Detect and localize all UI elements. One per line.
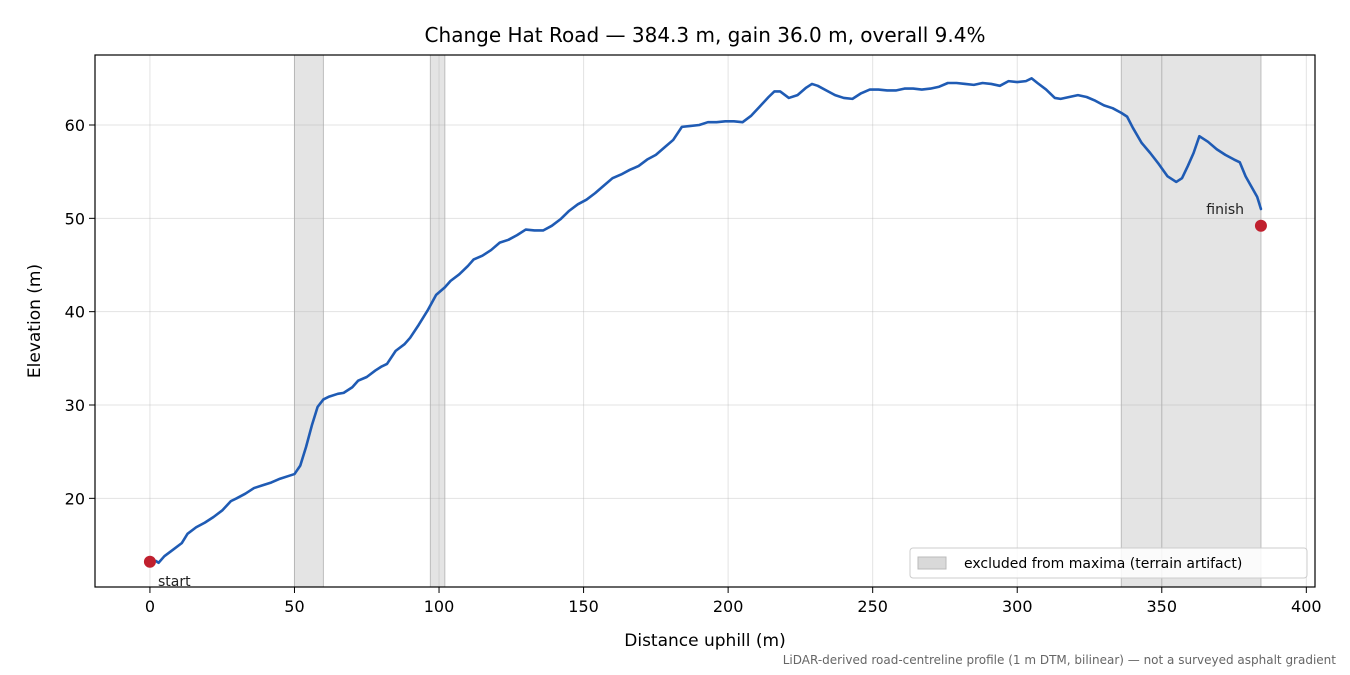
excluded-region-1	[293, 54, 324, 588]
legend-box	[909, 547, 1308, 579]
x-tick-label: 100	[424, 597, 455, 616]
endpoint-markers	[143, 219, 1267, 568]
x-tick-label: 0	[145, 597, 155, 616]
x-axis-label: Distance uphill (m)	[624, 631, 785, 651]
plot-frame	[94, 54, 1316, 588]
x-tick-label: 300	[1002, 597, 1033, 616]
finish-marker	[1254, 219, 1267, 232]
legend: excluded from maxima (terrain artifact)	[909, 547, 1308, 579]
footnote: LiDAR-derived road-centreline profile (1…	[783, 653, 1337, 667]
legend-swatch	[917, 556, 947, 570]
start-annotation: start	[158, 574, 191, 590]
x-axis-ticks: 0 50 100 150 200 250 300 350 400	[145, 587, 1322, 616]
x-tick-label: 200	[713, 597, 744, 616]
x-tick-label: 250	[857, 597, 888, 616]
annotations: start finish	[158, 202, 1244, 590]
y-tick-label: 60	[65, 116, 85, 135]
y-tick-label: 50	[65, 209, 85, 228]
y-tick-label: 30	[65, 396, 85, 415]
finish-annotation: finish	[1206, 202, 1244, 218]
excluded-region-2	[429, 54, 446, 588]
elevation-line	[148, 77, 1263, 565]
x-tick-label: 350	[1147, 597, 1178, 616]
grid-lines	[95, 55, 1315, 587]
chart-title: Change Hat Road — 384.3 m, gain 36.0 m, …	[425, 23, 986, 47]
legend-label: excluded from maxima (terrain artifact)	[964, 556, 1242, 572]
y-tick-label: 20	[65, 489, 85, 508]
excluded-region-3	[1120, 54, 1262, 588]
x-tick-label: 50	[284, 597, 304, 616]
y-axis-label: Elevation (m)	[25, 264, 45, 378]
start-marker	[143, 555, 156, 568]
x-tick-label: 150	[568, 597, 599, 616]
x-tick-label: 400	[1291, 597, 1322, 616]
y-tick-label: 40	[65, 303, 85, 322]
y-axis-ticks: 20 30 40 50 60	[65, 116, 95, 508]
